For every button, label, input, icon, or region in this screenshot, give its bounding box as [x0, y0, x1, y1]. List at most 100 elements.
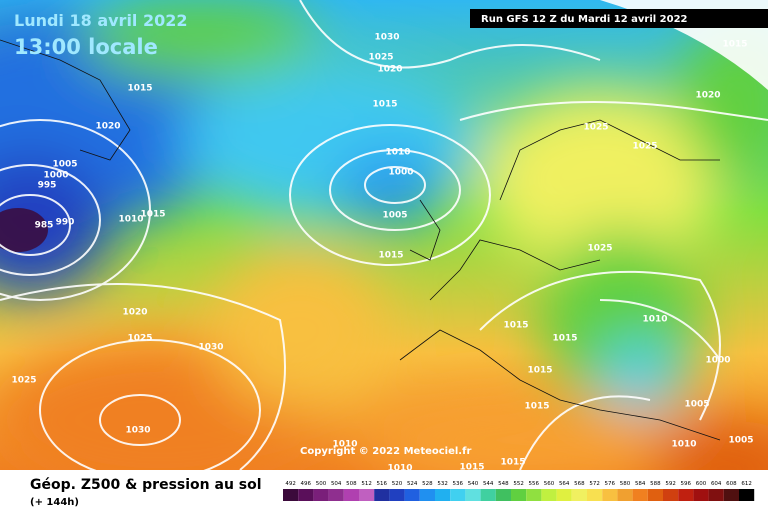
scale-swatch [556, 489, 572, 501]
isobar-label: 1015 [140, 210, 165, 220]
scale-swatch [647, 489, 663, 501]
scale-label: 560 [544, 481, 555, 487]
isobar-label: 1025 [587, 244, 612, 254]
scale-swatch [465, 489, 481, 501]
isobar-label: 1020 [377, 65, 402, 75]
isobar-label: 1020 [122, 308, 147, 318]
scale-swatch [663, 489, 679, 501]
scale-swatch [678, 489, 694, 501]
isobar-label: 1025 [632, 142, 657, 152]
isobar-label: 1005 [382, 211, 407, 221]
isobar-label: 1015 [722, 40, 747, 50]
scale-label: 544 [483, 481, 494, 487]
isobar-label: 1015 [527, 366, 552, 376]
scale-swatch [298, 489, 314, 501]
scale-swatch [480, 489, 496, 501]
scale-label: 524 [407, 481, 418, 487]
scale-swatch [419, 489, 435, 501]
scale-label: 572 [589, 481, 600, 487]
isobar-label: 1015 [500, 458, 525, 468]
isobar-label: 1025 [11, 376, 36, 386]
scale-label: 584 [635, 481, 646, 487]
isobar-label: 1010 [387, 464, 412, 474]
scale-label: 512 [361, 481, 372, 487]
scale-label: 596 [681, 481, 692, 487]
isobar-label: 1010 [385, 148, 410, 158]
isobar-label: 1015 [127, 84, 152, 94]
isobar-label: 1025 [127, 334, 152, 344]
run-label: Run GFS 12 Z du Mardi 12 avril 2022 [481, 14, 688, 25]
scale-label: 548 [498, 481, 509, 487]
scale-swatch [511, 489, 527, 501]
isobar-label: 1030 [374, 33, 399, 43]
scale-swatch [526, 489, 542, 501]
scale-swatch [313, 489, 329, 501]
scale-swatch [617, 489, 633, 501]
scale-label: 608 [726, 481, 737, 487]
scale-swatch [343, 489, 359, 501]
isobar-label: 1005 [52, 160, 77, 170]
scale-label: 504 [331, 481, 342, 487]
isobar-label: 1015 [524, 402, 549, 412]
scale-swatch [359, 489, 375, 501]
scale-label: 580 [620, 481, 631, 487]
isobar-label: 995 [38, 181, 57, 191]
isobar-label: 1000 [43, 171, 68, 181]
scale-label: 520 [392, 481, 403, 487]
isobar-label: 1015 [503, 321, 528, 331]
scale-label: 600 [696, 481, 707, 487]
scale-swatch [328, 489, 344, 501]
isobar-label: 1010 [642, 315, 667, 325]
isobar-label: 1000 [705, 356, 730, 366]
scale-swatch [602, 489, 618, 501]
isobar-label: 1010 [118, 215, 143, 225]
isobar-label: 1005 [728, 436, 753, 446]
scale-label: 564 [559, 481, 570, 487]
scale-label: 576 [605, 481, 616, 487]
scale-swatch [389, 489, 405, 501]
isobar-label: 1015 [552, 334, 577, 344]
map-time: 13:00 locale [14, 35, 158, 59]
isobar-label: 1025 [583, 123, 608, 133]
scale-swatch [739, 489, 755, 501]
scale-swatch [404, 489, 420, 501]
scale-swatch [435, 489, 451, 501]
scale-swatch [587, 489, 603, 501]
isobar-label: 985 [35, 221, 54, 231]
scale-label: 556 [529, 481, 540, 487]
scale-label: 568 [574, 481, 585, 487]
footer-subtitle: (+ 144h) [30, 497, 79, 508]
isobar-label: 1030 [125, 426, 150, 436]
scale-swatch [495, 489, 511, 501]
isobar-label: 1010 [332, 440, 357, 450]
isobar-label: 990 [56, 218, 75, 228]
scale-label: 604 [711, 481, 722, 487]
scale-label: 552 [513, 481, 524, 487]
isobar-label: 1020 [695, 91, 720, 101]
scale-swatch [541, 489, 557, 501]
isobar-label: 1010 [671, 440, 696, 450]
scale-label: 508 [346, 481, 357, 487]
isobar-label: 1030 [198, 343, 223, 353]
scale-swatch [708, 489, 724, 501]
scale-label: 516 [377, 481, 388, 487]
isobar-label: 1015 [459, 463, 484, 473]
isobar-label: 1020 [95, 122, 120, 132]
scale-label: 492 [285, 481, 296, 487]
run-box [470, 9, 768, 28]
scale-swatch [632, 489, 648, 501]
isobar-label: 1015 [378, 251, 403, 261]
scale-swatch [723, 489, 739, 501]
scale-label: 532 [437, 481, 448, 487]
scale-swatch [693, 489, 709, 501]
isobar-label: 1015 [372, 100, 397, 110]
scale-label: 528 [422, 481, 433, 487]
scale-label: 496 [301, 481, 312, 487]
map-date: Lundi 18 avril 2022 [14, 11, 188, 30]
isobar-label: 1025 [368, 53, 393, 63]
footer-title: Géop. Z500 & pression au sol [30, 477, 262, 493]
scale-label: 588 [650, 481, 661, 487]
scale-label: 536 [453, 481, 464, 487]
scale-swatch [450, 489, 466, 501]
